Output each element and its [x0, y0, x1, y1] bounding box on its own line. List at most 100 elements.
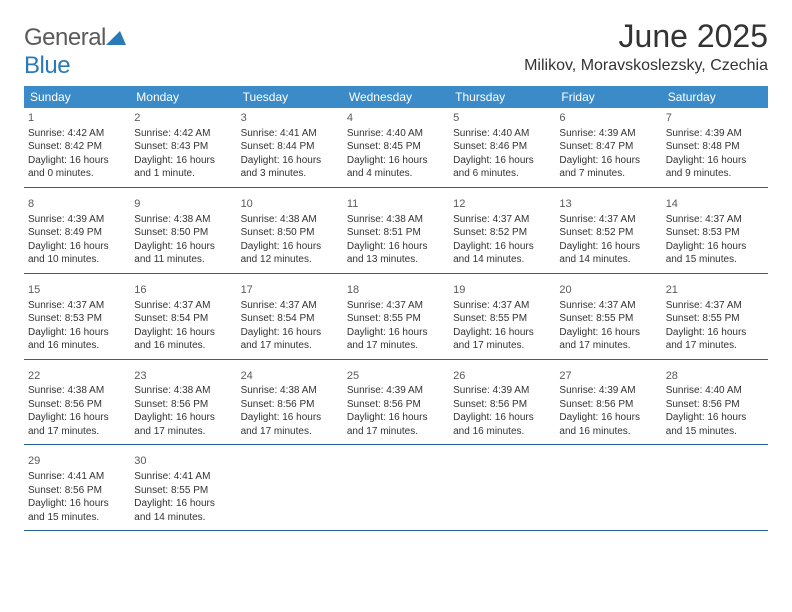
day-cell: 11Sunrise: 4:38 AMSunset: 8:51 PMDayligh… [343, 194, 449, 273]
sunset-text: Sunset: 8:56 PM [666, 398, 764, 412]
sunset-text: Sunset: 8:56 PM [241, 398, 339, 412]
logo-text: GeneralBlue [24, 24, 126, 80]
day-cell: 20Sunrise: 4:37 AMSunset: 8:55 PMDayligh… [555, 280, 661, 359]
day-number: 8 [28, 197, 126, 212]
day-number: 16 [134, 283, 232, 298]
sunset-text: Sunset: 8:43 PM [134, 140, 232, 154]
sunrise-text: Sunrise: 4:38 AM [28, 384, 126, 398]
day-cell: 16Sunrise: 4:37 AMSunset: 8:54 PMDayligh… [130, 280, 236, 359]
day-cell: 24Sunrise: 4:38 AMSunset: 8:56 PMDayligh… [237, 366, 343, 445]
week-row: 29Sunrise: 4:41 AMSunset: 8:56 PMDayligh… [24, 451, 768, 531]
day-cell: 21Sunrise: 4:37 AMSunset: 8:55 PMDayligh… [662, 280, 768, 359]
day-header: Tuesday [237, 86, 343, 108]
sunset-text: Sunset: 8:56 PM [28, 398, 126, 412]
sunrise-text: Sunrise: 4:37 AM [347, 299, 445, 313]
sunset-text: Sunset: 8:47 PM [559, 140, 657, 154]
sunset-text: Sunset: 8:55 PM [666, 312, 764, 326]
calendar: SundayMondayTuesdayWednesdayThursdayFrid… [24, 86, 768, 531]
sunrise-text: Sunrise: 4:37 AM [453, 299, 551, 313]
triangle-icon [106, 24, 126, 52]
daylight-text: Daylight: 16 hours and 6 minutes. [453, 154, 551, 181]
day-number: 19 [453, 283, 551, 298]
sunrise-text: Sunrise: 4:40 AM [666, 384, 764, 398]
day-cell: 6Sunrise: 4:39 AMSunset: 8:47 PMDaylight… [555, 108, 661, 187]
daylight-text: Daylight: 16 hours and 4 minutes. [347, 154, 445, 181]
day-cell: 4Sunrise: 4:40 AMSunset: 8:45 PMDaylight… [343, 108, 449, 187]
daylight-text: Daylight: 16 hours and 17 minutes. [134, 411, 232, 438]
day-cell: 15Sunrise: 4:37 AMSunset: 8:53 PMDayligh… [24, 280, 130, 359]
day-number: 3 [241, 111, 339, 126]
daylight-text: Daylight: 16 hours and 15 minutes. [666, 240, 764, 267]
sunrise-text: Sunrise: 4:37 AM [559, 299, 657, 313]
day-number: 12 [453, 197, 551, 212]
sunrise-text: Sunrise: 4:37 AM [559, 213, 657, 227]
day-number: 18 [347, 283, 445, 298]
sunrise-text: Sunrise: 4:41 AM [28, 470, 126, 484]
daylight-text: Daylight: 16 hours and 11 minutes. [134, 240, 232, 267]
sunset-text: Sunset: 8:46 PM [453, 140, 551, 154]
sunrise-text: Sunrise: 4:37 AM [666, 299, 764, 313]
day-number: 13 [559, 197, 657, 212]
day-number: 2 [134, 111, 232, 126]
day-cell [449, 451, 555, 530]
sunrise-text: Sunrise: 4:38 AM [134, 213, 232, 227]
logo: GeneralBlue [24, 24, 126, 80]
day-header: Saturday [662, 86, 768, 108]
day-number: 9 [134, 197, 232, 212]
sunset-text: Sunset: 8:50 PM [241, 226, 339, 240]
sunrise-text: Sunrise: 4:39 AM [559, 127, 657, 141]
day-header-row: SundayMondayTuesdayWednesdayThursdayFrid… [24, 86, 768, 108]
sunrise-text: Sunrise: 4:42 AM [28, 127, 126, 141]
weeks-container: 1Sunrise: 4:42 AMSunset: 8:42 PMDaylight… [24, 108, 768, 531]
day-cell: 2Sunrise: 4:42 AMSunset: 8:43 PMDaylight… [130, 108, 236, 187]
week-row: 15Sunrise: 4:37 AMSunset: 8:53 PMDayligh… [24, 280, 768, 360]
day-number: 21 [666, 283, 764, 298]
sunset-text: Sunset: 8:54 PM [241, 312, 339, 326]
daylight-text: Daylight: 16 hours and 17 minutes. [347, 411, 445, 438]
sunset-text: Sunset: 8:42 PM [28, 140, 126, 154]
day-cell: 22Sunrise: 4:38 AMSunset: 8:56 PMDayligh… [24, 366, 130, 445]
sunset-text: Sunset: 8:52 PM [453, 226, 551, 240]
sunset-text: Sunset: 8:53 PM [666, 226, 764, 240]
sunrise-text: Sunrise: 4:38 AM [134, 384, 232, 398]
daylight-text: Daylight: 16 hours and 14 minutes. [453, 240, 551, 267]
sunset-text: Sunset: 8:56 PM [347, 398, 445, 412]
daylight-text: Daylight: 16 hours and 3 minutes. [241, 154, 339, 181]
sunset-text: Sunset: 8:55 PM [347, 312, 445, 326]
day-cell: 25Sunrise: 4:39 AMSunset: 8:56 PMDayligh… [343, 366, 449, 445]
day-cell: 13Sunrise: 4:37 AMSunset: 8:52 PMDayligh… [555, 194, 661, 273]
day-cell [343, 451, 449, 530]
day-cell: 29Sunrise: 4:41 AMSunset: 8:56 PMDayligh… [24, 451, 130, 530]
day-cell: 10Sunrise: 4:38 AMSunset: 8:50 PMDayligh… [237, 194, 343, 273]
day-number: 10 [241, 197, 339, 212]
day-number: 26 [453, 369, 551, 384]
daylight-text: Daylight: 16 hours and 13 minutes. [347, 240, 445, 267]
daylight-text: Daylight: 16 hours and 17 minutes. [666, 326, 764, 353]
daylight-text: Daylight: 16 hours and 16 minutes. [134, 326, 232, 353]
sunrise-text: Sunrise: 4:38 AM [241, 384, 339, 398]
daylight-text: Daylight: 16 hours and 7 minutes. [559, 154, 657, 181]
sunrise-text: Sunrise: 4:37 AM [666, 213, 764, 227]
day-cell [237, 451, 343, 530]
sunrise-text: Sunrise: 4:40 AM [453, 127, 551, 141]
day-header: Monday [130, 86, 236, 108]
day-cell: 1Sunrise: 4:42 AMSunset: 8:42 PMDaylight… [24, 108, 130, 187]
day-cell: 14Sunrise: 4:37 AMSunset: 8:53 PMDayligh… [662, 194, 768, 273]
day-cell: 23Sunrise: 4:38 AMSunset: 8:56 PMDayligh… [130, 366, 236, 445]
day-number: 6 [559, 111, 657, 126]
sunrise-text: Sunrise: 4:41 AM [241, 127, 339, 141]
day-header: Friday [555, 86, 661, 108]
daylight-text: Daylight: 16 hours and 12 minutes. [241, 240, 339, 267]
day-number: 11 [347, 197, 445, 212]
sunset-text: Sunset: 8:50 PM [134, 226, 232, 240]
sunrise-text: Sunrise: 4:37 AM [241, 299, 339, 313]
title-block: June 2025 Milikov, Moravskoslezsky, Czec… [524, 18, 768, 75]
day-number: 7 [666, 111, 764, 126]
day-number: 22 [28, 369, 126, 384]
day-cell: 9Sunrise: 4:38 AMSunset: 8:50 PMDaylight… [130, 194, 236, 273]
sunrise-text: Sunrise: 4:37 AM [134, 299, 232, 313]
sunset-text: Sunset: 8:56 PM [28, 484, 126, 498]
day-number: 24 [241, 369, 339, 384]
sunset-text: Sunset: 8:44 PM [241, 140, 339, 154]
day-number: 29 [28, 454, 126, 469]
